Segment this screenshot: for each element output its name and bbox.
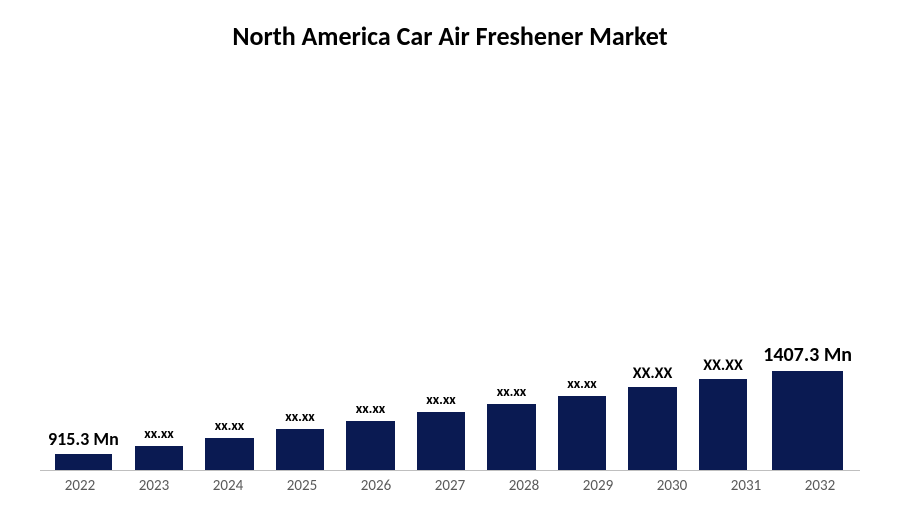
bar <box>417 412 465 470</box>
value-label: xx.xx <box>426 391 455 408</box>
x-axis: 2022 2023 2024 2025 2026 2027 2028 2029 2030 2031… <box>40 471 860 495</box>
x-tick: 2030 <box>640 477 704 495</box>
bar-column: xx.xx <box>270 67 331 470</box>
chart-container: North America Car Air Freshener Market 9… <box>0 0 900 525</box>
x-tick: 2024 <box>196 477 260 495</box>
chart-area: 915.3 Mn xx.xx xx.xx xx.xx xx.xx xx.xx xx.xx xx… <box>40 67 860 495</box>
plot-area: 915.3 Mn xx.xx xx.xx xx.xx xx.xx xx.xx xx.xx xx… <box>40 67 860 471</box>
bar <box>346 421 394 470</box>
bar-column: xx.xx <box>129 67 190 470</box>
bar <box>276 429 324 470</box>
value-label: xx.xx <box>144 425 173 442</box>
value-label: XX.XX <box>703 356 743 375</box>
bar <box>205 438 253 470</box>
x-tick: 2031 <box>714 477 778 495</box>
x-tick: 2023 <box>122 477 186 495</box>
value-label: xx.xx <box>497 383 526 400</box>
value-label: xx.xx <box>215 417 244 434</box>
bar <box>55 454 112 470</box>
value-label: xx.xx <box>356 400 385 417</box>
bar-column: XX.XX <box>693 67 754 470</box>
x-tick: 2032 <box>788 477 852 495</box>
chart-title: North America Car Air Freshener Market <box>40 20 860 52</box>
value-label: xx.xx <box>285 408 314 425</box>
bar-column: xx.xx <box>199 67 260 470</box>
x-tick: 2022 <box>48 477 112 495</box>
bar <box>487 404 535 470</box>
bar-column: xx.xx <box>340 67 401 470</box>
bar-column: xx.xx <box>552 67 613 470</box>
bar <box>699 379 747 470</box>
x-tick: 2025 <box>270 477 334 495</box>
x-tick: 2028 <box>492 477 556 495</box>
bar <box>135 446 183 470</box>
value-label: 1407.3 Mn <box>763 343 852 367</box>
value-label: 915.3 Mn <box>48 428 119 450</box>
bar <box>628 387 676 470</box>
bar-column: 1407.3 Mn <box>763 67 852 470</box>
bar-column: xx.xx <box>411 67 472 470</box>
value-label: XX.XX <box>633 364 673 383</box>
x-tick: 2027 <box>418 477 482 495</box>
x-tick: 2029 <box>566 477 630 495</box>
bar-column: XX.XX <box>622 67 683 470</box>
bar <box>772 371 843 470</box>
value-label: xx.xx <box>567 375 596 392</box>
bar-column: xx.xx <box>481 67 542 470</box>
bar-column: 915.3 Mn <box>48 67 119 470</box>
bar <box>558 396 606 471</box>
x-tick: 2026 <box>344 477 408 495</box>
